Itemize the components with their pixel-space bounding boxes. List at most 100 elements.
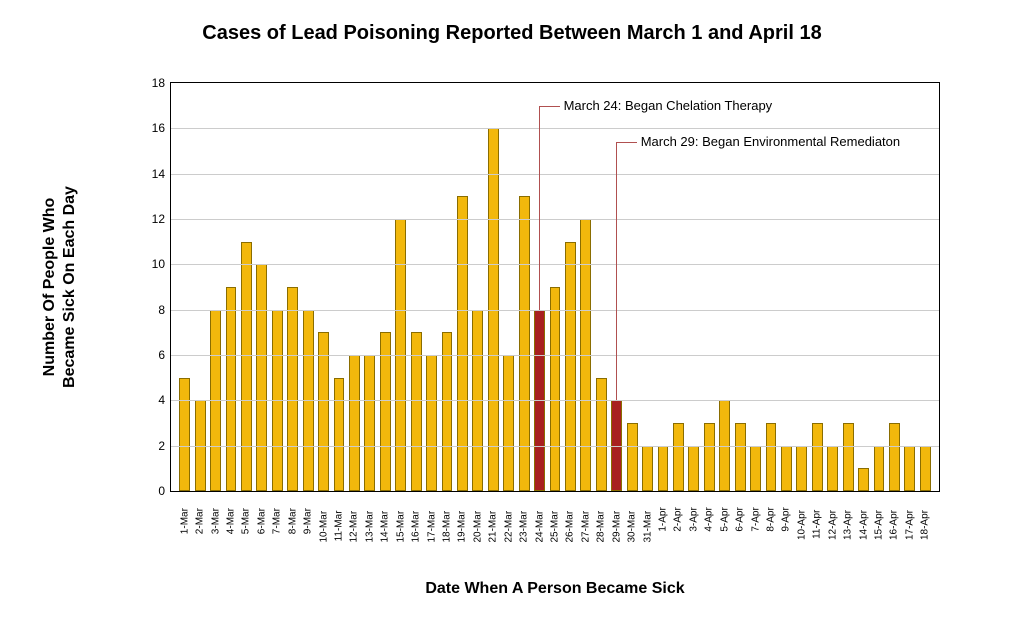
x-tick-label: 19-Mar (457, 511, 468, 543)
bar (781, 446, 792, 491)
grid-line (171, 264, 939, 265)
bar (658, 446, 669, 491)
y-tick-label: 8 (158, 303, 165, 317)
x-tick-label: 15-Mar (395, 511, 406, 543)
bar (889, 423, 900, 491)
bar (642, 446, 653, 491)
bar (519, 196, 530, 491)
bar (318, 332, 329, 491)
y-tick-label: 16 (152, 121, 165, 135)
callout-text: March 24: Began Chelation Therapy (564, 98, 773, 113)
x-tick-label: 13-Apr (843, 510, 854, 540)
bar (241, 242, 252, 491)
bar (179, 378, 190, 491)
x-tick-label: 11-Mar (334, 510, 345, 541)
plot-area: 0246810121416181-Mar2-Mar3-Mar4-Mar5-Mar… (170, 82, 940, 492)
bar (704, 423, 715, 491)
callout-text: March 29: Began Environmental Remediaton (641, 134, 900, 149)
callout-leader-horizontal (540, 106, 560, 107)
x-tick-label: 3-Mar (210, 508, 221, 534)
bar (426, 355, 437, 491)
x-tick-label: 9-Apr (781, 507, 792, 531)
bar (596, 378, 607, 491)
bar (565, 242, 576, 491)
y-tick-label: 0 (158, 484, 165, 498)
y-axis-label: Number Of People Who Became Sick On Each… (40, 186, 80, 388)
x-tick-label: 12-Apr (827, 510, 838, 540)
x-tick-label: 11-Apr (812, 510, 823, 539)
x-tick-label: 8-Mar (287, 508, 298, 534)
x-tick-label: 1-Apr (658, 507, 669, 531)
x-tick-label: 9-Mar (303, 508, 314, 534)
x-tick-label: 5-Mar (241, 508, 252, 534)
x-tick-label: 27-Mar (580, 511, 591, 543)
x-tick-label: 30-Mar (627, 511, 638, 543)
bar (334, 378, 345, 491)
bar (287, 287, 298, 491)
x-tick-label: 3-Apr (688, 507, 699, 531)
x-tick-label: 7-Mar (272, 508, 283, 534)
x-tick-label: 16-Apr (889, 510, 900, 540)
grid-line (171, 355, 939, 356)
bar (503, 355, 514, 491)
x-axis-label: Date When A Person Became Sick (170, 580, 940, 598)
callout-leader-vertical (539, 106, 540, 310)
x-tick-label: 31-Mar (642, 511, 653, 543)
x-tick-label: 12-Mar (349, 511, 360, 543)
chart-title: Cases of Lead Poisoning Reported Between… (0, 22, 1024, 45)
bar (442, 332, 453, 491)
y-axis-label-line2: Became Sick On Each Day (61, 186, 78, 388)
y-tick-label: 2 (158, 439, 165, 453)
x-tick-label: 29-Mar (611, 511, 622, 543)
bar (750, 446, 761, 491)
x-tick-label: 6-Mar (256, 508, 267, 534)
x-tick-label: 13-Mar (364, 511, 375, 543)
callout-leader-horizontal (617, 142, 637, 143)
grid-line (171, 174, 939, 175)
x-tick-label: 18-Mar (442, 511, 453, 543)
bar (812, 423, 823, 491)
bar (256, 264, 267, 491)
x-tick-label: 10-Mar (318, 511, 329, 543)
x-tick-label: 26-Mar (565, 511, 576, 543)
bar (411, 332, 422, 491)
x-tick-label: 4-Mar (226, 508, 237, 534)
bar (364, 355, 375, 491)
bar (827, 446, 838, 491)
bar (920, 446, 931, 491)
x-tick-label: 24-Mar (534, 511, 545, 543)
grid-line (171, 219, 939, 220)
bar (766, 423, 777, 491)
x-tick-label: 18-Apr (920, 510, 931, 540)
x-tick-label: 2-Mar (195, 508, 206, 534)
bar (457, 196, 468, 491)
x-tick-label: 7-Apr (750, 507, 761, 531)
x-tick-label: 10-Apr (796, 510, 807, 540)
bar (858, 468, 869, 491)
x-tick-label: 14-Mar (380, 511, 391, 543)
x-tick-label: 22-Mar (503, 511, 514, 543)
y-tick-label: 4 (158, 393, 165, 407)
x-tick-label: 20-Mar (472, 511, 483, 543)
x-tick-label: 15-Apr (874, 510, 885, 540)
x-tick-label: 14-Apr (858, 510, 869, 540)
y-tick-label: 14 (152, 167, 165, 181)
y-tick-label: 18 (152, 76, 165, 90)
y-tick-label: 10 (152, 257, 165, 271)
bar (688, 446, 699, 491)
x-tick-label: 6-Apr (735, 507, 746, 531)
y-axis-label-line1: Number Of People Who (41, 198, 58, 377)
bar (349, 355, 360, 491)
x-tick-label: 23-Mar (519, 511, 530, 543)
grid-line (171, 128, 939, 129)
bar (226, 287, 237, 491)
x-tick-label: 28-Mar (596, 511, 607, 543)
bar (380, 332, 391, 491)
bar (550, 287, 561, 491)
x-tick-label: 2-Apr (673, 507, 684, 531)
grid-line (171, 310, 939, 311)
grid-line (171, 400, 939, 401)
bar (735, 423, 746, 491)
bar (874, 446, 885, 491)
x-tick-label: 25-Mar (550, 511, 561, 543)
